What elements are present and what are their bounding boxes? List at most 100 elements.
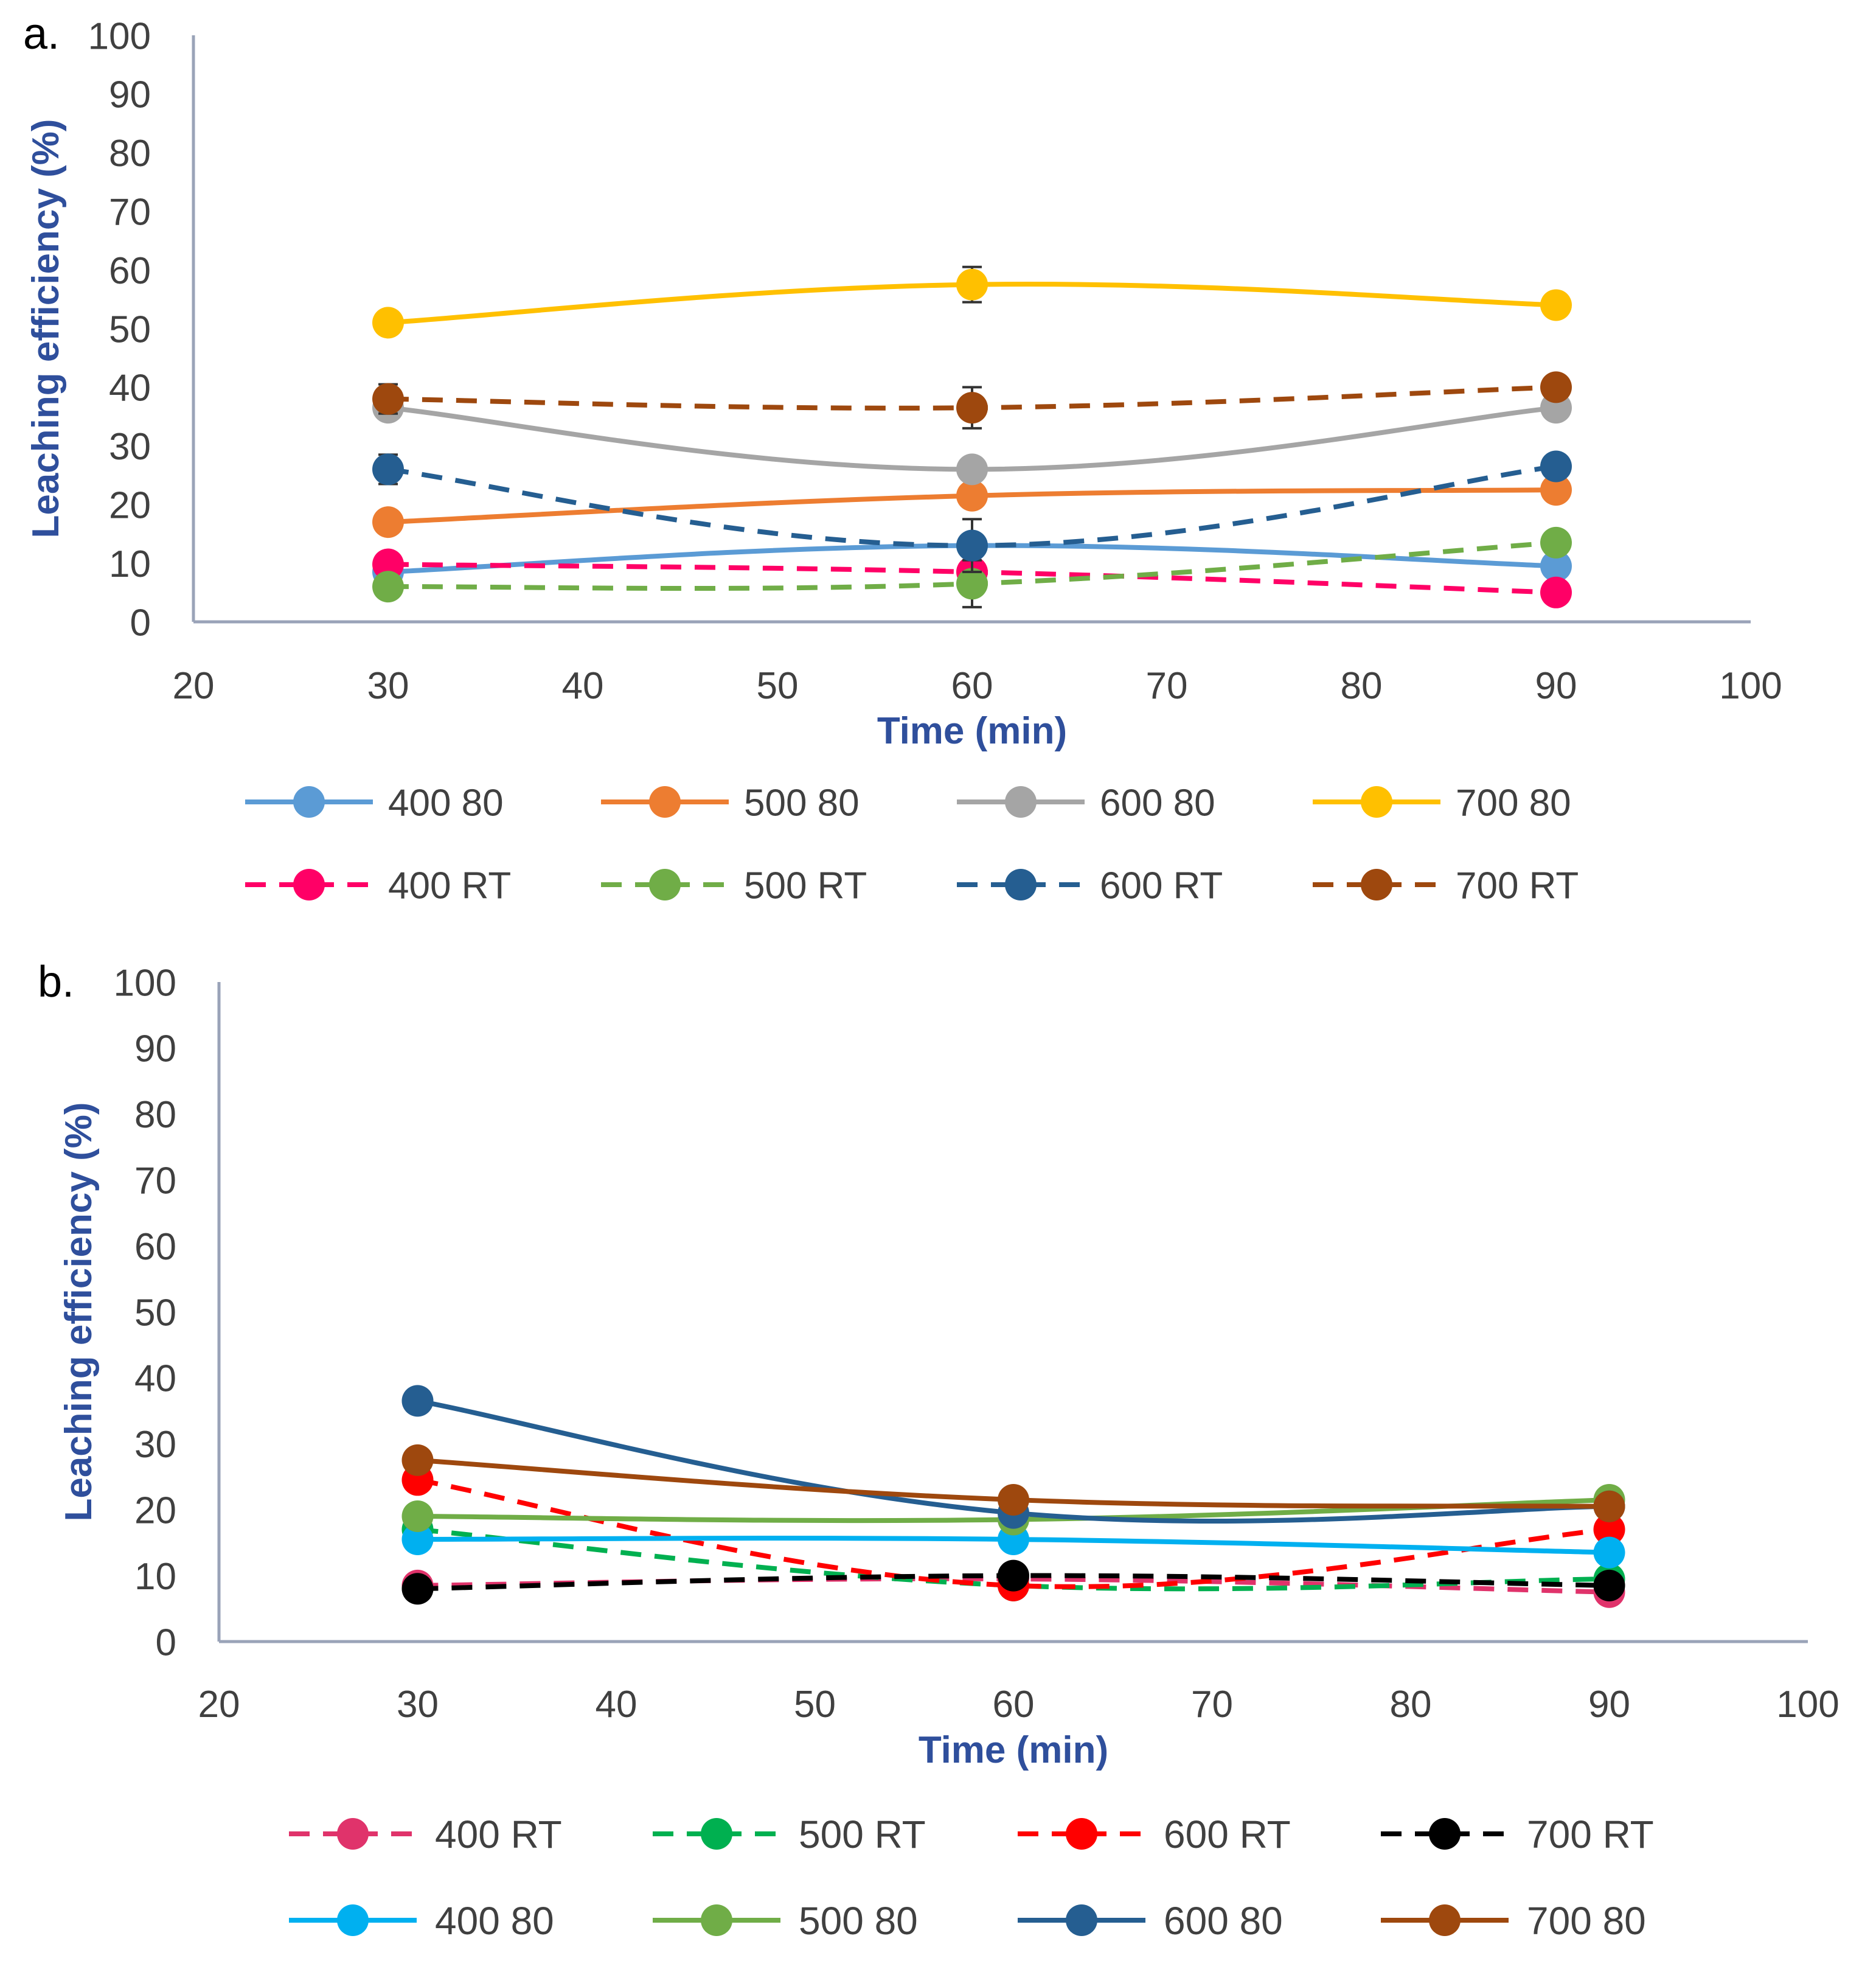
legend-item: 500 RT	[601, 865, 867, 907]
legend-item: 400 80	[245, 782, 504, 824]
legend-marker	[293, 869, 325, 900]
legend-label: 700 RT	[1456, 865, 1579, 907]
legend-marker	[337, 1818, 369, 1850]
chart-panel-b: b. 0 10 20 30 40 50 60 70 80 90 100 20 30 40 50 60 70 80 90…	[38, 958, 1840, 1943]
series-500-80	[372, 474, 1572, 538]
data-point	[1593, 1536, 1625, 1569]
x-tick-label: 20	[173, 665, 215, 707]
legend-marker	[701, 1818, 732, 1850]
legend-item: 400 RT	[245, 865, 511, 907]
data-point	[1540, 550, 1572, 582]
x-tick-label: 80	[1390, 1684, 1432, 1726]
legend-label: 600 RT	[1100, 865, 1223, 907]
panel-label: b.	[38, 958, 74, 1006]
legend-marker	[1429, 1818, 1461, 1850]
data-point	[401, 1444, 434, 1476]
y-tick-label: 30	[134, 1424, 176, 1466]
legend-label: 500 80	[799, 1899, 918, 1943]
data-point	[1540, 371, 1572, 403]
legend-item: 400 80	[289, 1899, 554, 1943]
y-axis-title: Leaching efficiency (%)	[58, 1102, 100, 1521]
legend-marker	[337, 1904, 369, 1936]
x-tick-label: 100	[1719, 665, 1782, 707]
data-point	[1540, 526, 1572, 559]
y-tick-label: 10	[134, 1556, 176, 1598]
legend-label: 400 80	[435, 1899, 554, 1943]
data-point	[372, 571, 404, 603]
x-tick-label: 70	[1191, 1684, 1233, 1726]
y-tick-label: 90	[134, 1028, 176, 1070]
data-point	[998, 1559, 1029, 1592]
legend-marker	[701, 1904, 732, 1936]
legend-marker	[293, 786, 325, 818]
series-500-rt	[372, 526, 1572, 608]
data-point	[372, 383, 404, 415]
y-tick-label: 0	[130, 602, 151, 644]
x-tick-label: 20	[198, 1684, 240, 1726]
legend-marker	[649, 786, 681, 818]
data-point	[956, 392, 988, 424]
data-point	[956, 529, 988, 562]
legend-marker	[1005, 869, 1037, 900]
y-tick-label: 30	[109, 426, 151, 468]
legend-label: 600 80	[1164, 1899, 1283, 1943]
x-tick-label: 100	[1776, 1684, 1839, 1726]
data-point	[401, 1573, 434, 1605]
legend-label: 600 80	[1100, 782, 1215, 824]
data-point	[401, 1500, 434, 1533]
legend-item: 600 RT	[957, 865, 1223, 907]
data-point	[372, 307, 404, 339]
x-tick-label: 90	[1535, 665, 1577, 707]
y-axis-title: Leaching efficiency (%)	[25, 119, 67, 538]
data-point	[401, 1523, 434, 1555]
x-tick-label: 30	[367, 665, 409, 707]
data-point	[1593, 1569, 1625, 1601]
data-point	[1593, 1513, 1625, 1545]
legend-label: 500 RT	[744, 865, 867, 907]
legend-marker	[1066, 1904, 1097, 1936]
y-tick-label: 60	[109, 250, 151, 292]
legend-marker	[1005, 786, 1037, 818]
legend-item: 500 80	[601, 782, 860, 824]
y-tick-label: 100	[114, 962, 176, 1004]
x-tick-label: 60	[993, 1684, 1035, 1726]
legend-item: 700 80	[1381, 1899, 1646, 1943]
x-axis-title: Time (min)	[919, 1729, 1108, 1771]
panel-label: a.	[23, 10, 60, 58]
series-600-rt	[372, 450, 1572, 574]
legend-item: 700 80	[1313, 782, 1571, 824]
x-tick-label: 90	[1588, 1684, 1630, 1726]
data-point	[998, 1483, 1029, 1516]
legend-label: 700 80	[1456, 782, 1571, 824]
data-point	[956, 479, 988, 512]
legend-item: 500 80	[653, 1899, 918, 1943]
y-tick-label: 50	[109, 308, 151, 350]
x-tick-label: 50	[757, 665, 799, 707]
series-line	[417, 1477, 1610, 1589]
data-point	[956, 453, 988, 486]
legend-marker	[1361, 786, 1392, 818]
legend-item: 700 RT	[1313, 865, 1579, 907]
legend-marker	[1361, 869, 1392, 900]
x-tick-label: 40	[596, 1684, 637, 1726]
legend-label: 500 80	[744, 782, 860, 824]
y-tick-label: 70	[134, 1160, 176, 1202]
x-axis-title: Time (min)	[877, 710, 1067, 752]
data-point	[401, 1385, 434, 1417]
series-700-rt	[401, 1559, 1625, 1605]
series-700-rt	[372, 371, 1572, 430]
legend-item: 600 80	[957, 782, 1215, 824]
data-point	[1540, 289, 1572, 321]
series-700-80	[372, 265, 1572, 339]
x-tick-label: 70	[1146, 665, 1188, 707]
x-tick-label: 40	[562, 665, 604, 707]
x-tick-label: 80	[1341, 665, 1383, 707]
y-tick-label: 20	[109, 485, 151, 527]
data-point	[372, 548, 404, 580]
y-tick-label: 70	[109, 192, 151, 234]
data-point	[372, 506, 404, 538]
data-point	[1540, 576, 1572, 608]
y-tick-label: 80	[109, 133, 151, 175]
y-tick-label: 80	[134, 1094, 176, 1136]
